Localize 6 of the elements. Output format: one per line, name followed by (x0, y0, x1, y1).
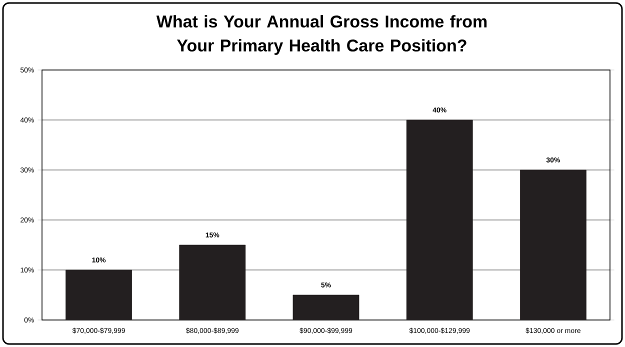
bar (406, 120, 473, 320)
bar (66, 270, 132, 320)
bar (179, 244, 246, 320)
bar (520, 170, 586, 320)
bar (292, 294, 360, 320)
chart-title: What is Your Annual Gross Income from Your Primary Health Care Position? (156, 15, 487, 55)
